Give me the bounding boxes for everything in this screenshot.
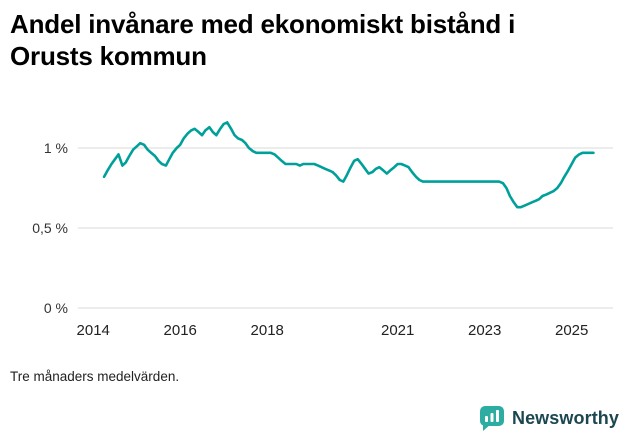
chart-footnote: Tre månaders medelvärden.	[10, 369, 180, 385]
y-axis-tick-label: 1 %	[44, 140, 68, 156]
newsworthy-logo[interactable]: Newsworthy	[479, 405, 619, 431]
x-axis-tick-label: 2016	[164, 322, 197, 339]
y-axis-tick-label: 0 %	[44, 300, 68, 316]
data-line	[102, 121, 595, 209]
chart-area: 1 % 0,5 % 0 % 2014 2016 2018 2021 2023 2025	[0, 98, 631, 343]
line-chart: 1 % 0,5 % 0 % 2014 2016 2018 2021 2023 2025	[32, 121, 613, 339]
speech-bubble-tail	[482, 424, 491, 431]
bar-icon-medium	[490, 413, 494, 422]
bar-icon-tall	[495, 410, 499, 422]
chart-title: Andel invånare med ekonomiskt bistånd i …	[10, 9, 516, 72]
newsworthy-logo-icon	[479, 406, 504, 431]
x-axis-tick-label: 2018	[251, 322, 284, 339]
x-axis-tick-label: 2023	[468, 322, 501, 339]
x-axis-tick-label: 2025	[555, 322, 588, 339]
y-axis-tick-label: 0,5 %	[32, 220, 68, 236]
x-axis-tick-label: 2014	[77, 322, 110, 339]
x-axis-tick-label: 2021	[381, 322, 414, 339]
newsworthy-wordmark: Newsworthy	[511, 407, 619, 428]
bar-icon-short	[484, 416, 488, 422]
